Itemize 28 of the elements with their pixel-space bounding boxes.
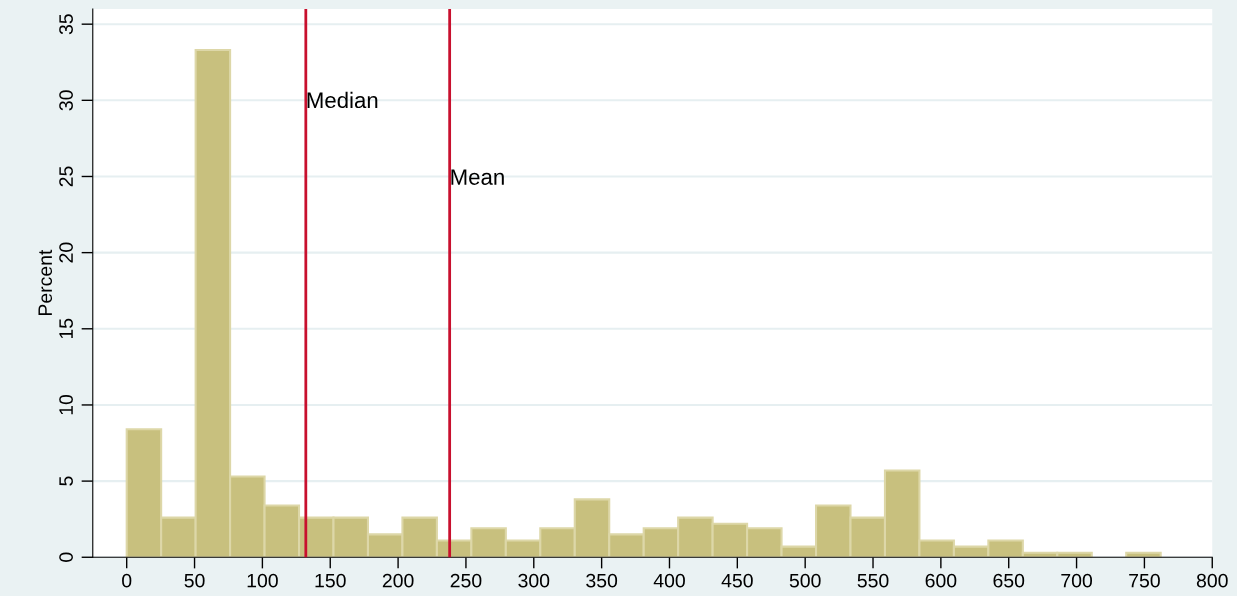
x-tick-label: 550 [857, 573, 889, 588]
y-tick-label: 35 [59, 14, 73, 35]
x-tick-label: 200 [382, 573, 414, 588]
x-tick-label: 100 [247, 573, 278, 588]
y-tick-label: 20 [59, 242, 73, 263]
x-tick-label: 700 [1061, 573, 1093, 588]
x-tick-label: 450 [721, 573, 753, 588]
x-tick-label: 650 [993, 573, 1025, 588]
y-tick-label: 15 [59, 318, 73, 339]
x-tick-label: 350 [586, 573, 618, 588]
y-tick-label: 0 [59, 552, 73, 562]
x-tick-label: 500 [789, 573, 821, 588]
x-tick-label: 50 [184, 573, 205, 588]
x-tick-label: 400 [653, 573, 685, 588]
x-tick-label: 0 [122, 573, 132, 588]
x-tick-label: 750 [1129, 573, 1160, 588]
y-axis-title: Percent [38, 249, 53, 316]
x-tick-label: 300 [518, 573, 550, 588]
x-tick-label: 250 [450, 573, 482, 588]
ref-line-label: Mean [451, 169, 504, 185]
y-tick-label: 10 [59, 394, 73, 415]
x-tick-label: 800 [1196, 573, 1228, 588]
y-tick-label: 30 [59, 90, 73, 111]
y-tick-label: 25 [59, 166, 73, 187]
ref-line-label: Median [307, 91, 378, 109]
y-tick-label: 5 [59, 476, 73, 486]
x-tick-label: 600 [925, 573, 957, 588]
x-tick-label: 150 [315, 573, 346, 588]
